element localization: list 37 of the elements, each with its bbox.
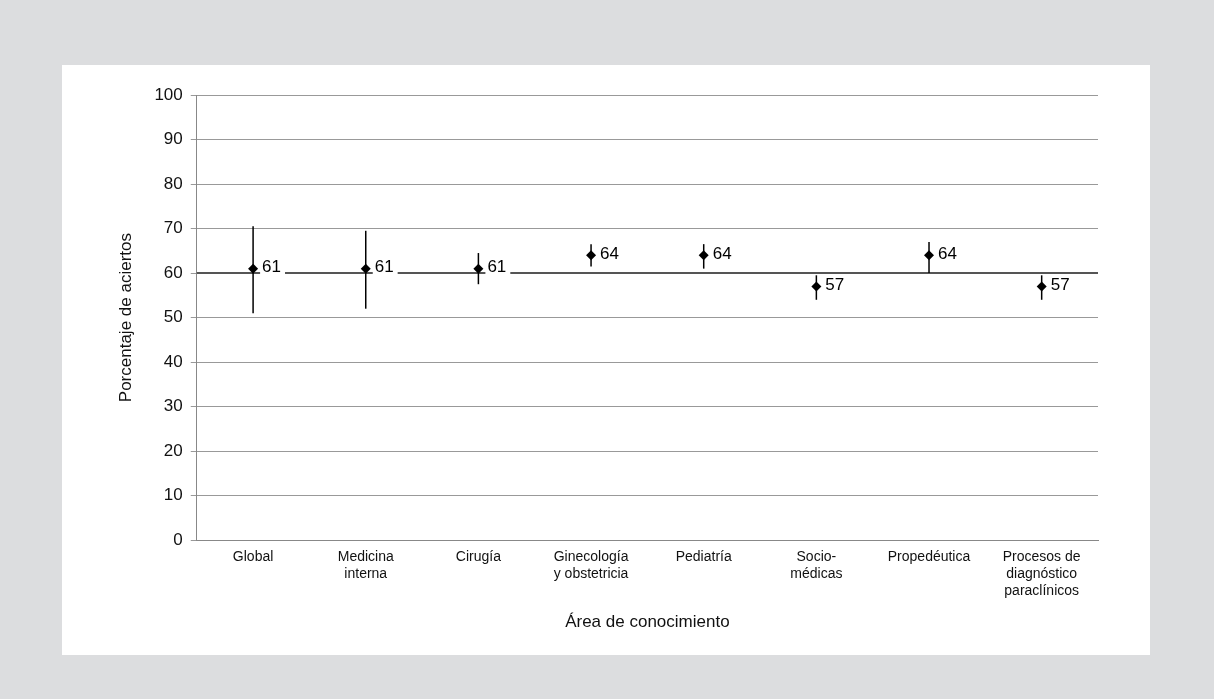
y-tick-label: 80 (163, 173, 183, 193)
x-tick-label: Socio-médicas (790, 548, 843, 582)
point (698, 250, 709, 261)
data-label: 64 (712, 243, 732, 263)
y-tick-label: 20 (163, 440, 183, 460)
point (473, 263, 484, 274)
point (811, 281, 822, 292)
data-label: 57 (1050, 275, 1070, 295)
x-tick-label: Medicina interna (337, 548, 394, 582)
data-label: 64 (600, 243, 619, 263)
point (924, 250, 935, 261)
data-label: 61 (374, 257, 394, 277)
y-tick-label: 70 (163, 218, 183, 238)
point (248, 263, 259, 274)
y-tick-label: 10 (163, 485, 183, 505)
data-label: 64 (938, 243, 957, 263)
y-tick-label: 30 (163, 396, 183, 416)
x-tick-label: Propedéutica (887, 548, 971, 565)
y-tick-label: 90 (163, 129, 183, 149)
y-tick-label: 50 (163, 307, 183, 327)
x-tick-label: Ginecología y obstetricia (553, 548, 629, 582)
x-tick-label: Pediatría (675, 548, 732, 565)
y-tick-label: 40 (163, 351, 183, 371)
point (360, 263, 371, 274)
data-label: 61 (487, 257, 507, 277)
point (1036, 281, 1047, 292)
y-tick-label: 60 (163, 262, 183, 282)
y-tick-label: 100 (154, 84, 183, 104)
x-tick-label: Procesos de diagnóstico paraclínicos (1002, 548, 1081, 599)
data-label: 61 (262, 257, 282, 277)
x-tick-label: Cirugía (455, 548, 502, 565)
y-tick-label: 0 (173, 529, 183, 549)
x-axis-title: Área de conocimiento (565, 612, 730, 632)
data-label: 57 (825, 275, 845, 295)
point (586, 250, 597, 261)
x-tick-label: Global (232, 548, 274, 565)
y-axis-title: Porcentaje de aciertos (115, 233, 135, 403)
